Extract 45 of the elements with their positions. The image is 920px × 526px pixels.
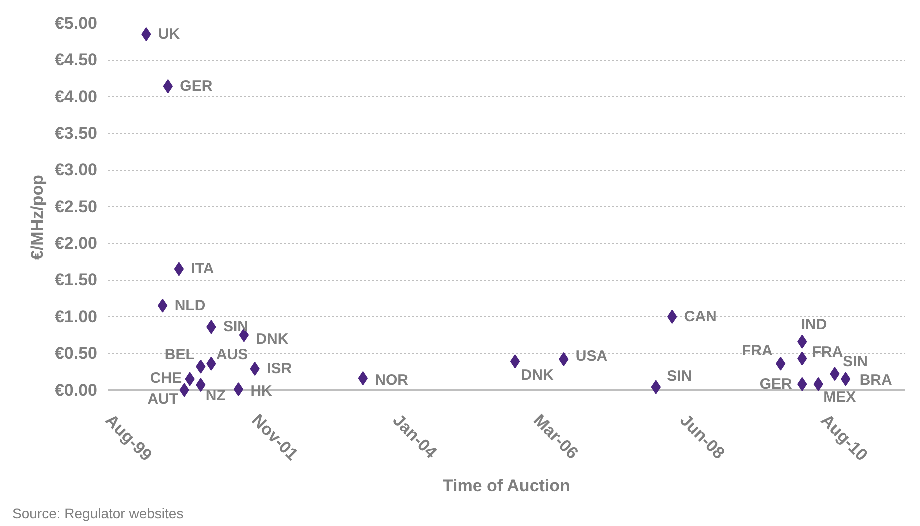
annotation: MEX [824, 388, 856, 406]
y-tick-label: €3.00 [54, 160, 98, 180]
point [174, 262, 184, 276]
annotation: SIN [223, 318, 248, 336]
annotation: AUS [216, 346, 248, 364]
point [158, 298, 168, 313]
annotation: NOR [375, 372, 409, 390]
y-tick-label: €5.00 [54, 14, 98, 33]
source-note: Source: Regulator websites [12, 506, 184, 522]
y-tick-label: €0.50 [54, 344, 98, 364]
annotation: UK [158, 26, 180, 44]
y-tick-label: €4.00 [54, 87, 98, 106]
annotation: DNK [521, 367, 554, 384]
y-axis-title: €/MHz/pop [28, 174, 47, 260]
annotation: GER [180, 78, 213, 96]
annotation: ISR [267, 360, 292, 378]
annotation: GER [760, 376, 793, 393]
y-tick-label: €1.50 [54, 270, 98, 290]
point [776, 356, 786, 371]
y-tick-label: €4.50 [54, 50, 98, 70]
annotation: SIN [667, 368, 692, 385]
annotation: IND [801, 316, 828, 334]
y-tick-label: €0.00 [54, 380, 98, 400]
annotation: DNK [256, 330, 289, 348]
annotation: BRA [860, 372, 892, 389]
point [234, 382, 244, 397]
annotation: USA [576, 348, 608, 365]
y-tick-label: €2.50 [54, 197, 98, 216]
y-tick-label: €3.50 [54, 124, 98, 144]
annotation: SIN [842, 354, 868, 371]
annotation: HK [250, 383, 273, 400]
annotation: NLD [174, 297, 206, 314]
annotation: ITA [191, 260, 214, 278]
annotation: FRA [812, 344, 844, 362]
point [510, 354, 520, 369]
annotation: AUT [148, 390, 179, 408]
annotation: CHE [150, 370, 182, 387]
y-tick-label: €1.00 [54, 307, 98, 326]
annotation: NZ [206, 388, 226, 405]
point [358, 372, 368, 386]
y-tick-label: €2.00 [54, 234, 98, 254]
annotation: FRA [742, 342, 773, 360]
annotation: BEL [164, 346, 195, 364]
annotation: CAN [684, 308, 717, 326]
x-axis-title: Time of Auction [442, 476, 570, 496]
